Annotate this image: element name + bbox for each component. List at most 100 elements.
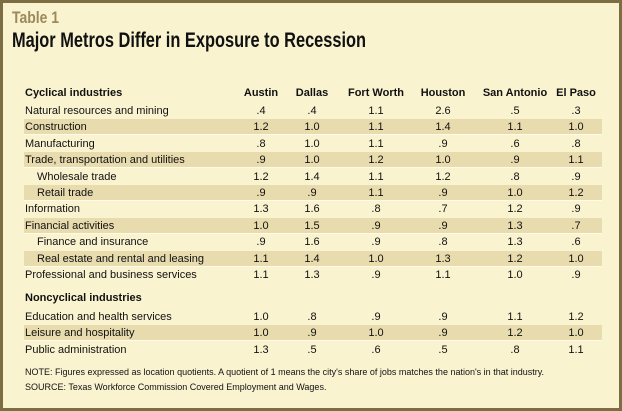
cell-value: .9 — [256, 187, 266, 199]
cell-value: 1.2 — [253, 170, 269, 183]
cell-value: 1.2 — [507, 327, 523, 340]
cell-value: .5 — [438, 343, 448, 356]
cell-value: .5 — [307, 343, 317, 356]
cell-value: 1.4 — [304, 170, 320, 183]
cell-value: .8 — [256, 137, 266, 150]
cell-value: 1.0 — [304, 137, 320, 150]
row-label: Financial activities — [25, 219, 115, 232]
row-label: Wholesale trade — [37, 170, 117, 183]
table-row: Wholesale trade 1.2 1.4 1.1 1.2 .8 .9 — [24, 169, 602, 185]
section-heading-cyclical: Cyclical industries — [25, 87, 123, 99]
cell-value: 1.3 — [304, 269, 320, 281]
column-header-houston: Houston — [420, 87, 466, 99]
table-number: Table 1 — [12, 8, 60, 27]
cell-value: 1.1 — [368, 105, 384, 117]
cell-value: 1.0 — [435, 154, 451, 167]
cell-value: 1.4 — [435, 121, 451, 134]
cell-value: 1.3 — [253, 203, 269, 216]
cell-value: .9 — [438, 187, 448, 199]
cell-value: 1.0 — [253, 219, 269, 232]
cell-value: .4 — [307, 105, 317, 117]
cell-value: 1.2 — [435, 170, 451, 183]
cell-value: .9 — [571, 203, 581, 216]
cell-value: .9 — [438, 311, 448, 323]
cell-value: 1.1 — [568, 154, 584, 167]
cell-value: .9 — [371, 219, 381, 232]
cell-value: .9 — [307, 327, 317, 340]
cell-value: .8 — [371, 203, 381, 216]
cell-value: .6 — [510, 137, 520, 150]
cell-value: .9 — [438, 327, 448, 340]
cell-value: .6 — [371, 343, 381, 356]
cell-value: 1.1 — [507, 311, 523, 323]
cell-value: 1.3 — [507, 236, 523, 249]
cell-value: 1.0 — [507, 269, 523, 281]
cell-value: .9 — [307, 187, 317, 199]
cell-value: 1.2 — [507, 203, 523, 216]
table-row: Education and health services 1.0 .8 .9 .9 1.… — [24, 309, 602, 325]
cell-value: .9 — [510, 154, 520, 167]
cell-value: .9 — [371, 236, 381, 249]
cell-value: .8 — [510, 170, 520, 183]
table-row: Trade, transportation and utilities .9 1.0… — [24, 152, 602, 169]
cell-value: .7 — [571, 219, 581, 232]
table-row: Professional and business services 1.1 1.3… — [24, 267, 602, 283]
cell-value: 1.1 — [368, 187, 384, 199]
row-label: Education and health services — [25, 311, 172, 323]
table-row: Public administration 1.3 .5 .6 .5 .8 1.1 — [24, 342, 602, 358]
cell-value: 1.0 — [507, 187, 523, 199]
column-header-austin: Austin — [243, 87, 279, 99]
cell-value: 1.0 — [253, 311, 269, 323]
table-row: Information 1.3 1.6 .8 .7 1.2 .9 — [24, 201, 602, 217]
cell-value: 1.2 — [568, 187, 584, 199]
cell-value: .8 — [510, 343, 520, 356]
cell-value: 1.0 — [568, 121, 584, 134]
cell-value: 1.2 — [368, 154, 384, 167]
table-row: Construction 1.2 1.0 1.1 1.4 1.1 1.0 — [24, 119, 602, 136]
cell-value: 1.6 — [304, 203, 320, 216]
row-label: Information — [25, 203, 81, 216]
cell-value: 1.1 — [368, 137, 384, 150]
cell-value: 1.0 — [568, 252, 584, 265]
cell-value: .5 — [510, 105, 520, 117]
cell-value: .8 — [307, 311, 317, 323]
table-row: Real estate and rental and leasing 1.1 1.4… — [24, 250, 602, 267]
row-label: Construction — [25, 121, 87, 134]
cell-value: 1.0 — [568, 327, 584, 340]
cell-value: .8 — [571, 137, 581, 150]
column-header-san-antonio: San Antonio — [482, 87, 548, 99]
cell-value: .9 — [371, 269, 381, 281]
row-label: Real estate and rental and leasing — [37, 252, 204, 265]
row-label: Manufacturing — [25, 137, 95, 150]
cell-value: 1.6 — [304, 236, 320, 249]
section-heading-noncyclical: Noncyclical industries — [25, 292, 142, 304]
cell-value: 1.4 — [304, 252, 320, 265]
table-row: Retail trade .9 .9 1.1 .9 1.0 1.2 — [24, 185, 602, 201]
cell-value: .9 — [438, 219, 448, 232]
cell-value: .9 — [371, 311, 381, 323]
cell-value: 2.6 — [435, 105, 451, 117]
cell-value: 1.0 — [304, 154, 320, 167]
cell-value: 1.1 — [507, 121, 523, 134]
cell-value: 1.1 — [253, 269, 269, 281]
cell-value: .8 — [438, 236, 448, 249]
cell-value: 1.1 — [368, 121, 384, 134]
cell-value: 1.2 — [507, 252, 523, 265]
row-label: Public administration — [25, 343, 127, 356]
cell-value: .9 — [438, 137, 448, 150]
cell-value: 1.0 — [368, 252, 384, 265]
table-row: Leisure and hospitality 1.0 .9 1.0 .9 1.2 1.0 — [24, 325, 602, 342]
row-label: Professional and business services — [25, 269, 197, 281]
table-row: Natural resources and mining .4 .4 1.1 2.6 .5… — [24, 103, 602, 119]
row-label: Natural resources and mining — [25, 105, 169, 117]
column-header-fort-worth: Fort Worth — [347, 87, 404, 99]
cell-value: 1.1 — [568, 343, 584, 356]
cell-value: 1.2 — [568, 311, 584, 323]
column-header-el-paso: El Paso — [556, 87, 596, 99]
row-label: Retail trade — [37, 187, 94, 199]
cell-value: 1.5 — [304, 219, 320, 232]
table-row: Finance and insurance .9 1.6 .9 .8 1.3 .6 — [24, 234, 602, 250]
cell-value: .4 — [256, 105, 266, 117]
table-note: NOTE: Figures expressed as location quot… — [25, 367, 545, 377]
